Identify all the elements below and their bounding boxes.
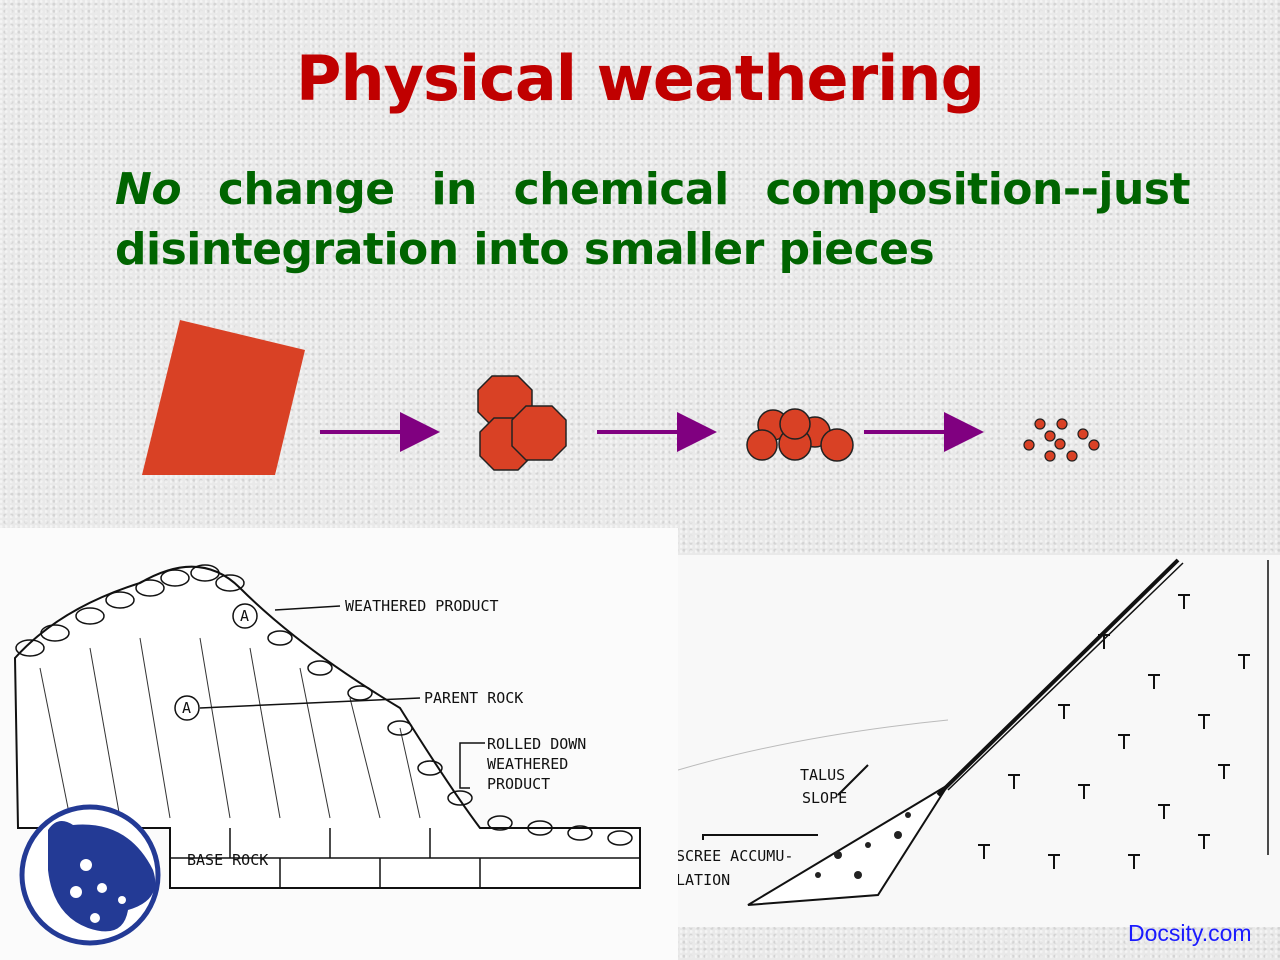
label-slope-text: SLOPE: [802, 789, 847, 807]
label-parent-rock: PARENT ROCK: [424, 689, 523, 707]
subtitle-line-1-text: change in chemical composition--just: [181, 164, 1191, 215]
slide-title: Physical weathering: [296, 42, 985, 115]
talus-slope-diagram: TALUS SLOPE SCREE ACCUMU- LATION: [678, 555, 1280, 927]
docsity-logo: [19, 804, 161, 946]
subtitle-line-1: No change in chemical composition--just: [115, 160, 1190, 220]
label-base-rock: BASE ROCK: [187, 851, 268, 869]
marker-a-parent: A: [182, 699, 191, 717]
large-rock-block: [142, 320, 305, 475]
docsity-watermark: Docsity.com: [1128, 920, 1252, 946]
subtitle-line-2: disintegration into smaller pieces: [115, 224, 935, 275]
weathering-sequence: [142, 320, 1100, 475]
label-talus: TALUS: [800, 766, 845, 784]
marker-a-top: A: [240, 607, 249, 625]
small-particles: [1023, 418, 1100, 462]
label-rolled-down-3: PRODUCT: [487, 775, 550, 793]
label-rolled-down-1: ROLLED DOWN: [487, 735, 586, 753]
subtitle-emphasis: No: [115, 164, 182, 215]
slide-subtitle: No change in chemical composition--just …: [115, 160, 1190, 280]
label-scree-1: SCREE ACCUMU-: [678, 847, 793, 865]
label-scree-2: LATION: [678, 871, 730, 889]
rounded-fragments: [746, 408, 854, 462]
label-rolled-down-2: WEATHERED: [487, 755, 568, 773]
broken-blocks: [477, 375, 567, 471]
label-weathered-product: WEATHERED PRODUCT: [345, 597, 499, 615]
